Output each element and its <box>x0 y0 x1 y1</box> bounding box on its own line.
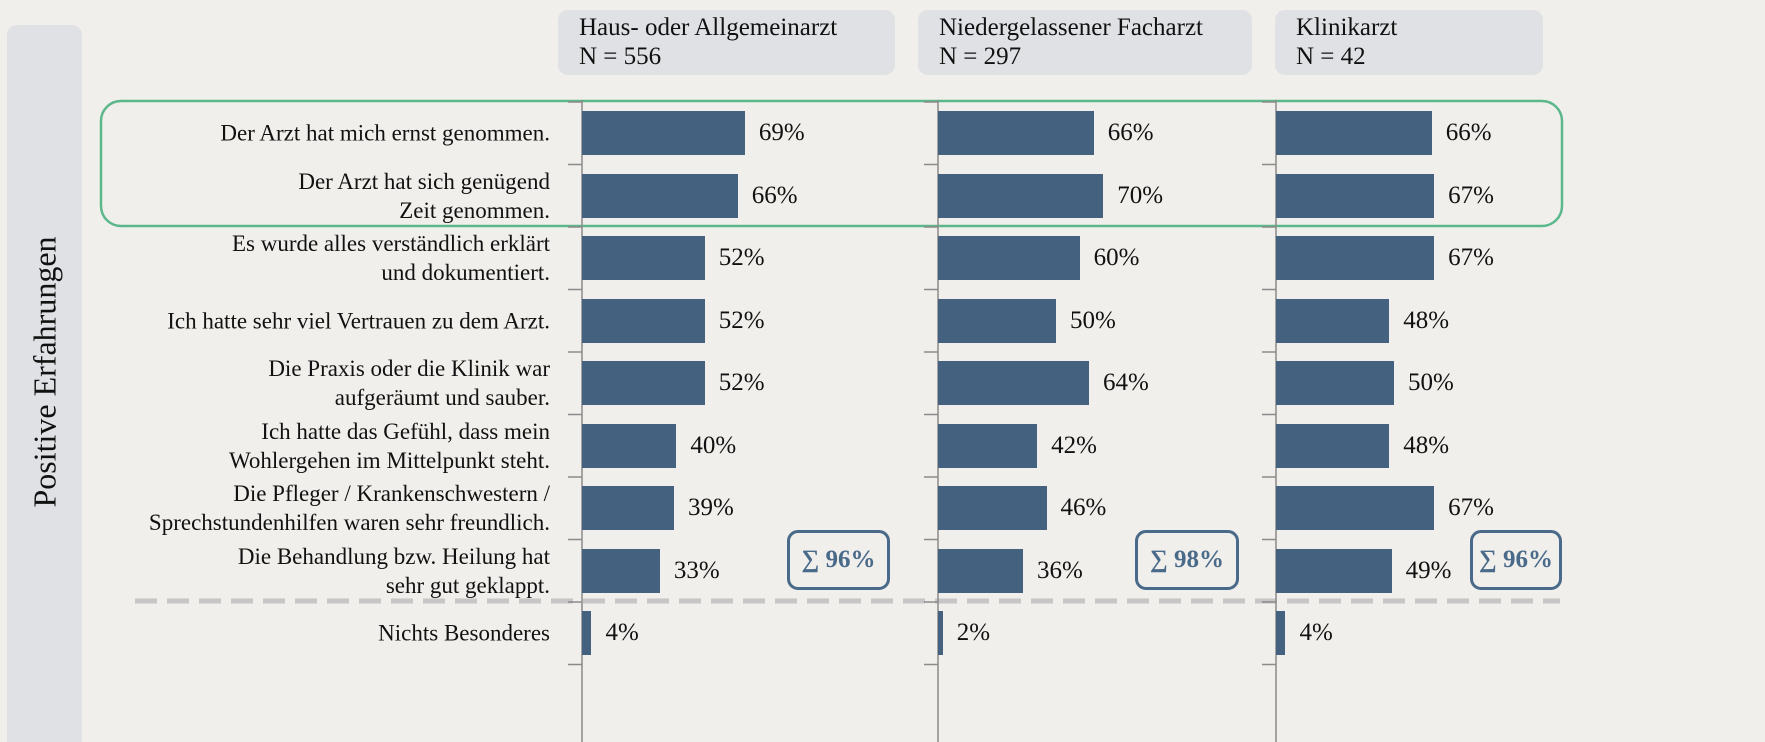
value-label: 69% <box>758 119 805 146</box>
bar <box>938 298 1056 343</box>
bar <box>582 173 738 218</box>
value-label: 67% <box>1448 244 1494 271</box>
category-label: Die Praxis oder die Klinik war aufgeräum… <box>268 356 550 410</box>
panel-header <box>558 10 895 75</box>
bar <box>938 111 1094 155</box>
bar <box>1276 548 1392 593</box>
panel-title: Haus- oder Allgemeinarzt <box>579 14 838 41</box>
value-label: 4% <box>1299 619 1333 646</box>
panel-title: Klinikarzt <box>1296 14 1398 41</box>
category-label: Ich hatte sehr viel Vertrauen zu dem Arz… <box>167 308 550 333</box>
bar <box>1276 111 1432 155</box>
bar <box>938 486 1047 530</box>
bar <box>582 361 705 405</box>
value-label: 52% <box>718 369 765 396</box>
value-label: 70% <box>1117 181 1164 209</box>
category-label: Der Arzt hat mich ernst genommen. <box>220 120 550 146</box>
sum-annotation: ∑ 96% <box>1470 530 1562 590</box>
panel-header <box>918 10 1252 75</box>
bar <box>1276 236 1435 280</box>
bar <box>1276 298 1390 343</box>
panel-subtitle: N = 42 <box>1296 43 1366 70</box>
panel-header <box>1275 10 1543 75</box>
bar <box>938 611 943 655</box>
bar <box>938 548 1023 593</box>
sum-annotation: ∑ 98% <box>1135 530 1239 590</box>
sum-annotation: ∑ 96% <box>787 530 890 590</box>
highlight-box <box>99 99 1564 228</box>
value-label: 2% <box>956 619 991 646</box>
value-label: 50% <box>1070 306 1116 334</box>
value-label: 67% <box>1448 494 1494 521</box>
bar <box>1276 173 1435 218</box>
bar <box>582 486 675 530</box>
value-label: 66% <box>1445 119 1492 146</box>
bar <box>938 173 1104 218</box>
panel-subtitle: N = 556 <box>579 43 662 70</box>
category-label: Ich hatte das Gefühl, dass mein Wohlerge… <box>229 418 550 473</box>
bar <box>582 548 660 593</box>
value-label: 49% <box>1405 556 1452 584</box>
value-label: 64% <box>1103 369 1149 396</box>
category-label: Es wurde alles verständlich erklärt und … <box>231 231 550 285</box>
value-label: 48% <box>1403 306 1450 334</box>
bar <box>1276 361 1394 405</box>
value-label: 36% <box>1036 556 1083 584</box>
panel-title: Niedergelassener Facharzt <box>939 14 1203 41</box>
bar <box>582 236 705 280</box>
category-label: Die Behandlung bzw. Heilung hat sehr gut… <box>237 543 550 598</box>
bar <box>1276 611 1286 655</box>
bar <box>582 298 705 343</box>
bar <box>1276 486 1435 530</box>
value-label: 40% <box>690 431 737 459</box>
bar <box>938 423 1038 468</box>
bar <box>938 361 1090 405</box>
value-label: 67% <box>1448 181 1494 209</box>
value-label: 33% <box>673 556 720 584</box>
category-label: Der Arzt hat sich genügend Zeit genommen… <box>298 168 550 223</box>
value-label: 42% <box>1051 431 1097 459</box>
value-label: 66% <box>751 181 798 209</box>
value-label: 46% <box>1060 494 1107 521</box>
bar <box>582 111 745 155</box>
value-label: 52% <box>718 306 765 334</box>
value-label: 50% <box>1408 369 1454 396</box>
value-label: 60% <box>1093 244 1140 271</box>
value-label: 66% <box>1107 119 1154 146</box>
bar <box>582 611 592 655</box>
category-label: Nichts Besonderes <box>378 620 550 646</box>
value-label: 52% <box>718 244 765 271</box>
value-label: 48% <box>1403 431 1450 459</box>
value-label: 4% <box>605 619 639 646</box>
side-panel <box>7 25 82 742</box>
value-label: 39% <box>688 494 734 521</box>
category-label: Die Pfleger / Krankenschwestern / Sprech… <box>148 481 550 535</box>
bar <box>582 423 677 468</box>
panel-subtitle: N = 297 <box>939 43 1022 70</box>
bar <box>1276 423 1390 468</box>
bar <box>938 236 1080 280</box>
